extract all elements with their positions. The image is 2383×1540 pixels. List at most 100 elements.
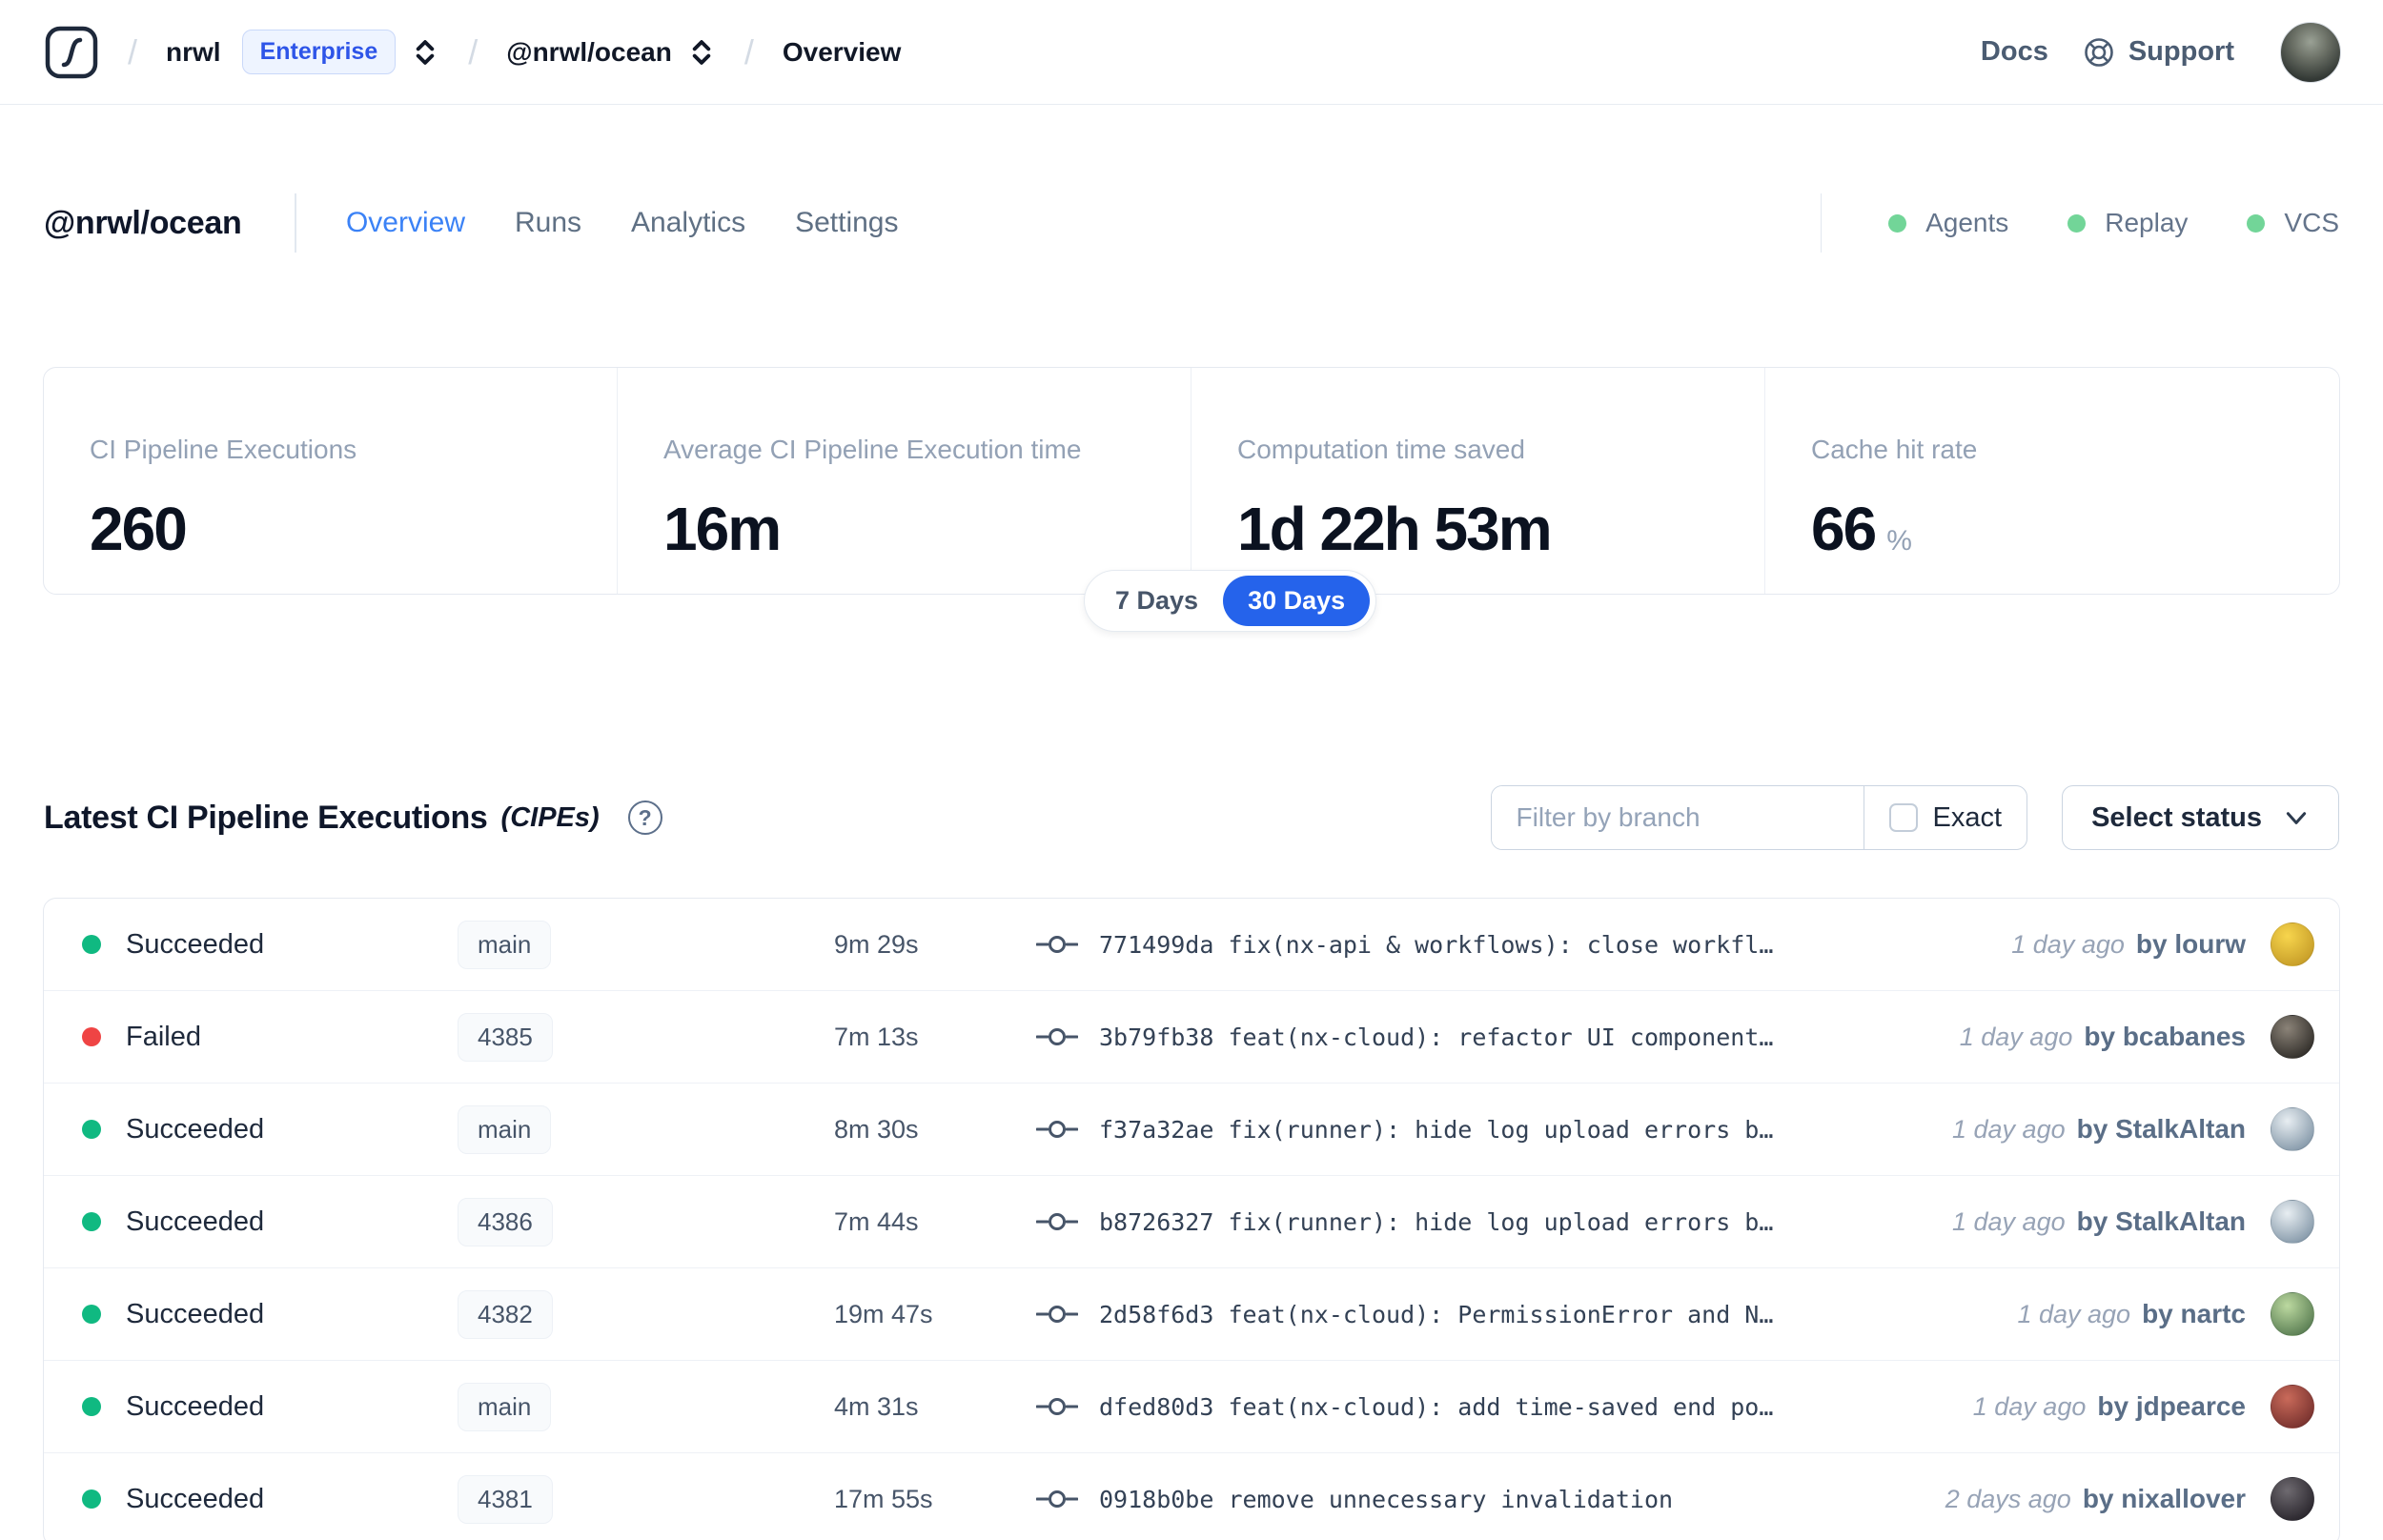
author-avatar[interactable] <box>2271 1292 2314 1336</box>
branch-badge[interactable]: main <box>458 1104 552 1154</box>
duration-label: 9m 29s <box>834 929 919 959</box>
author-avatar[interactable] <box>2271 1015 2314 1059</box>
status-label: Succeeded <box>126 1113 265 1145</box>
docs-label: Docs <box>1980 36 2048 67</box>
duration-label: 7m 44s <box>834 1206 919 1236</box>
time-ago-label: 1 day ago <box>2017 1299 2131 1328</box>
commit-message[interactable]: 2d58f6d3 feat(nx-cloud): PermissionError… <box>1099 1300 1774 1328</box>
workspace-switcher-chevron-updown-icon[interactable] <box>687 36 716 69</box>
vcs-label: VCS <box>2284 208 2339 237</box>
time-ago-label: 1 day ago <box>2011 929 2125 959</box>
stat-label: Computation time saved <box>1237 435 1525 464</box>
author-label[interactable]: by StalkAltan <box>2076 1114 2246 1144</box>
stat-computation-time-saved: Computation time saved 1d 22h 53m <box>1192 368 1765 594</box>
time-ago-label: 1 day ago <box>1959 1022 2073 1051</box>
breadcrumb-org[interactable]: nrwl <box>166 36 221 67</box>
section-title: Latest CI Pipeline Executions <box>44 799 488 836</box>
commit-message[interactable]: f37a32ae fix(runner): hide log upload er… <box>1099 1115 1774 1144</box>
support-link[interactable]: Support <box>2083 36 2234 69</box>
git-commit-icon <box>1036 1490 1078 1508</box>
section-subtitle: (CIPEs) <box>500 801 600 833</box>
author-label[interactable]: by jdpearce <box>2097 1391 2246 1421</box>
life-ring-icon <box>2085 37 2113 67</box>
commit-message[interactable]: 771499da fix(nx-api & workflows): close … <box>1099 930 1774 959</box>
cipe-section-header: Latest CI Pipeline Executions (CIPEs) ? … <box>0 785 2383 850</box>
exact-checkbox[interactable] <box>1888 803 1918 832</box>
branch-badge[interactable]: 4385 <box>458 1012 553 1062</box>
stat-ci-pipeline-executions: CI Pipeline Executions 260 <box>44 368 618 594</box>
breadcrumb-separator: / <box>128 31 138 71</box>
status-label: Failed <box>126 1021 201 1052</box>
navbar-actions: Docs Support <box>1981 21 2341 83</box>
stat-cache-hit-rate: Cache hit rate 66 % <box>1765 368 2339 594</box>
git-commit-icon <box>1036 1306 1078 1323</box>
commit-message[interactable]: 0918b0be remove unnecessary invalidation <box>1099 1485 1674 1513</box>
author-label[interactable]: by StalkAltan <box>2076 1206 2246 1236</box>
range-30-days-button[interactable]: 30 Days <box>1223 576 1371 626</box>
author-label[interactable]: by lourw <box>2135 929 2246 959</box>
branch-badge[interactable]: main <box>458 920 552 969</box>
support-label: Support <box>2128 36 2234 67</box>
feature-agents: Agents <box>1888 208 2008 238</box>
nx-cloud-logo-icon[interactable] <box>44 25 99 80</box>
status-label: Succeeded <box>126 1390 265 1422</box>
status-dot-icon <box>82 1027 101 1046</box>
table-row[interactable]: Succeeded 4382 19m 47s 2d58f6d3 feat(nx-… <box>44 1268 2339 1361</box>
feature-vcs: VCS <box>2247 208 2339 238</box>
author-label[interactable]: by nixallover <box>2082 1484 2246 1513</box>
author-avatar[interactable] <box>2271 1107 2314 1151</box>
status-label: Succeeded <box>126 928 265 960</box>
org-switcher-chevron-updown-icon[interactable] <box>411 36 439 69</box>
tab-runs[interactable]: Runs <box>515 207 582 238</box>
table-row[interactable]: Succeeded main 4m 31s dfed80d3 feat(nx-c… <box>44 1361 2339 1453</box>
tab-settings[interactable]: Settings <box>795 207 899 238</box>
help-icon[interactable]: ? <box>627 800 662 835</box>
duration-label: 7m 13s <box>834 1022 919 1051</box>
commit-message[interactable]: b8726327 fix(runner): hide log upload er… <box>1099 1207 1774 1236</box>
commit-message[interactable]: dfed80d3 feat(nx-cloud): add time-saved … <box>1099 1392 1774 1421</box>
branch-badge[interactable]: 4382 <box>458 1289 553 1339</box>
time-ago-label: 2 days ago <box>1945 1484 2071 1513</box>
status-label: Succeeded <box>126 1483 265 1514</box>
table-row[interactable]: Succeeded 4381 17m 55s 0918b0be remove u… <box>44 1453 2339 1540</box>
enterprise-badge[interactable]: Enterprise <box>241 30 397 74</box>
table-row[interactable]: Succeeded main 8m 30s f37a32ae fix(runne… <box>44 1084 2339 1176</box>
docs-link[interactable]: Docs <box>1981 36 2048 68</box>
replay-status-dot-icon <box>2067 213 2087 233</box>
commit-message[interactable]: 3b79fb38 feat(nx-cloud): refactor UI com… <box>1099 1023 1774 1051</box>
page-title: @nrwl/ocean <box>44 204 242 241</box>
table-row[interactable]: Succeeded 4386 7m 44s b8726327 fix(runne… <box>44 1176 2339 1268</box>
agents-label: Agents <box>1925 208 2009 237</box>
tab-overview[interactable]: Overview <box>345 207 465 238</box>
user-avatar[interactable] <box>2280 21 2341 83</box>
branch-filter-group: Exact <box>1490 785 2028 850</box>
branch-badge[interactable]: main <box>458 1382 552 1431</box>
table-row[interactable]: Succeeded main 9m 29s 771499da fix(nx-ap… <box>44 899 2339 991</box>
git-commit-icon <box>1036 1213 1078 1230</box>
stat-value: 260 <box>90 495 188 563</box>
branch-filter-input[interactable] <box>1491 786 1864 849</box>
author-label[interactable]: by bcabanes <box>2084 1022 2246 1051</box>
stat-value: 16m <box>663 495 782 563</box>
breadcrumb-separator: / <box>743 31 754 71</box>
branch-badge[interactable]: 4381 <box>458 1474 553 1524</box>
branch-badge[interactable]: 4386 <box>458 1197 553 1246</box>
author-avatar[interactable] <box>2271 1385 2314 1429</box>
feature-status-group: Agents Replay VCS <box>1821 193 2339 253</box>
range-7-days-button[interactable]: 7 Days <box>1115 586 1199 615</box>
workspace-header: @nrwl/ocean Overview Runs Analytics Sett… <box>0 189 2383 257</box>
author-avatar[interactable] <box>2271 1477 2314 1521</box>
status-dot-icon <box>82 1212 101 1231</box>
author-label[interactable]: by nartc <box>2142 1299 2246 1328</box>
exact-label: Exact <box>1932 801 2003 833</box>
stat-value: 1d 22h 53m <box>1237 495 1553 563</box>
tab-analytics[interactable]: Analytics <box>631 207 746 238</box>
time-ago-label: 1 day ago <box>1972 1391 2087 1421</box>
breadcrumb-workspace[interactable]: @nrwl/ocean <box>506 36 672 67</box>
table-row[interactable]: Failed 4385 7m 13s 3b79fb38 feat(nx-clou… <box>44 991 2339 1084</box>
author-avatar[interactable] <box>2271 922 2314 966</box>
replay-label: Replay <box>2105 208 2189 237</box>
author-avatar[interactable] <box>2271 1200 2314 1244</box>
exact-match-segment: Exact <box>1863 786 2027 849</box>
select-status-dropdown[interactable]: Select status <box>2062 785 2339 850</box>
